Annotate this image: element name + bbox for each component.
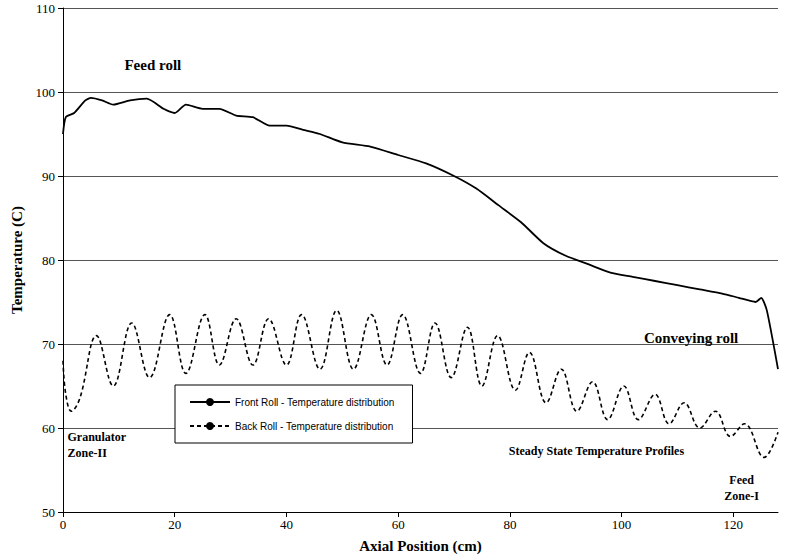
- svg-text:60: 60: [392, 517, 405, 532]
- svg-text:Granulator: Granulator: [67, 430, 126, 444]
- svg-text:Axial Position (cm): Axial Position (cm): [359, 538, 481, 555]
- svg-text:80: 80: [503, 517, 516, 532]
- svg-text:Feed: Feed: [729, 473, 754, 487]
- svg-text:Front Roll - Temperature distr: Front Roll - Temperature distribution: [235, 397, 394, 408]
- svg-text:Zone-II: Zone-II: [67, 446, 107, 460]
- svg-text:Steady State Temperature Profi: Steady State Temperature Profiles: [509, 444, 685, 458]
- svg-text:40: 40: [280, 517, 293, 532]
- svg-text:110: 110: [36, 1, 55, 16]
- svg-text:60: 60: [42, 421, 55, 436]
- svg-text:Feed roll: Feed roll: [124, 57, 181, 73]
- svg-text:Conveying roll: Conveying roll: [644, 330, 738, 346]
- svg-text:80: 80: [42, 253, 55, 268]
- svg-text:0: 0: [60, 517, 67, 532]
- svg-text:70: 70: [42, 337, 55, 352]
- svg-text:100: 100: [36, 85, 56, 100]
- svg-text:Back Roll - Temperature distri: Back Roll - Temperature distribution: [235, 421, 393, 432]
- svg-text:Temperature (C): Temperature (C): [9, 206, 26, 314]
- svg-text:50: 50: [42, 505, 55, 520]
- svg-text:20: 20: [168, 517, 181, 532]
- svg-text:90: 90: [42, 169, 55, 184]
- svg-text:Zone-I: Zone-I: [724, 489, 759, 503]
- svg-text:120: 120: [724, 517, 744, 532]
- svg-text:100: 100: [612, 517, 632, 532]
